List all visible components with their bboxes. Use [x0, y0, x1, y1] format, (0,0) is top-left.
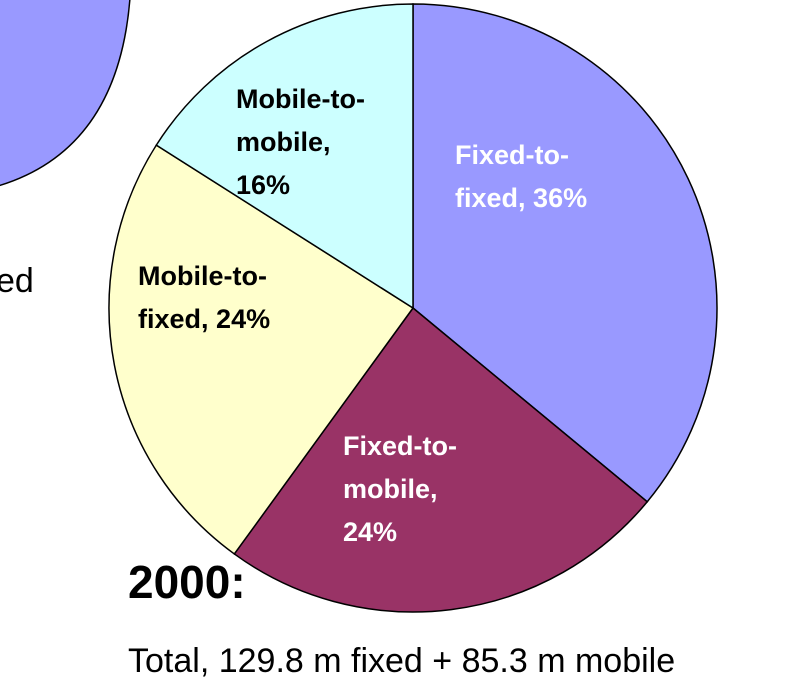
value-label: 16% — [236, 170, 291, 200]
pie-slice — [155, 3, 414, 310]
slice-label: Mobile-to-mobile, 16% — [236, 84, 365, 200]
slice-name: Fixed-to-mobile — [343, 431, 457, 504]
pie — [108, 3, 718, 613]
pie-slice — [233, 306, 649, 613]
chart-subtitle: Total, 129.8 m fixed + 85.3 m mobile — [128, 642, 676, 680]
pie-slice — [412, 3, 718, 503]
slice-label: Mobile-to-fixed, 24% — [138, 261, 271, 334]
value-label: 24% — [216, 304, 271, 334]
slice-label: Fixed-to-fixed, 36% — [455, 140, 588, 213]
slice-name: Mobile-to-fixed — [138, 261, 267, 334]
decor-circle — [0, 0, 131, 187]
slice-label: Fixed-to-mobile, 24% — [343, 431, 457, 547]
value-label: 24% — [343, 517, 398, 547]
value-label: 36% — [533, 183, 588, 213]
slice-name: Fixed-to-fixed — [455, 140, 569, 213]
pie-slice — [108, 144, 415, 555]
slice-name: Mobile-to-mobile — [236, 84, 365, 157]
chart-title: 2000: — [128, 556, 246, 608]
side-text: ed — [0, 262, 34, 300]
